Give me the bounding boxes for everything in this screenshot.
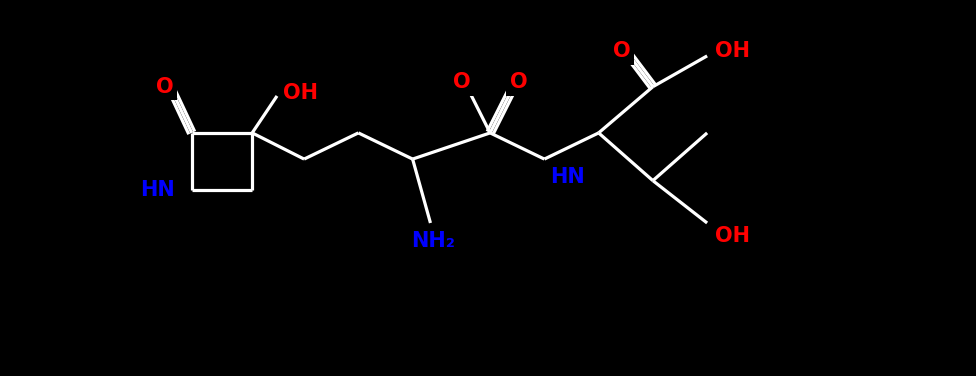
Text: O: O (156, 77, 174, 97)
Text: NH₂: NH₂ (412, 231, 456, 251)
Text: OH: OH (714, 41, 750, 61)
Text: HN: HN (140, 180, 175, 200)
Text: OH: OH (283, 83, 318, 103)
Text: HN: HN (549, 167, 585, 187)
Text: OH: OH (714, 226, 750, 246)
Text: O: O (613, 41, 630, 61)
Text: O: O (453, 72, 470, 92)
Text: O: O (510, 72, 528, 92)
